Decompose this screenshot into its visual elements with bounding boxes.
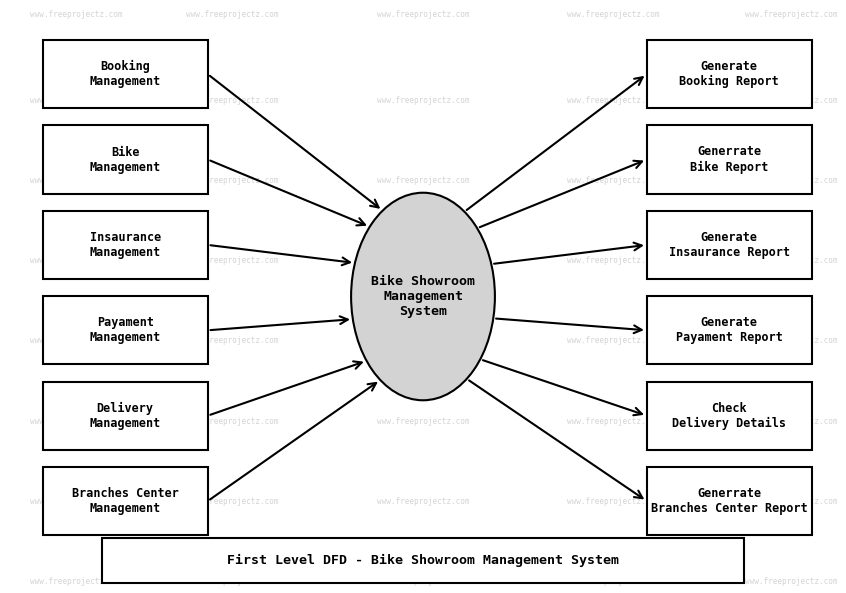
Text: www.freeprojectz.com: www.freeprojectz.com [744,576,838,586]
Text: www.freeprojectz.com: www.freeprojectz.com [376,336,470,346]
FancyBboxPatch shape [102,538,744,582]
Text: www.freeprojectz.com: www.freeprojectz.com [567,576,660,586]
Text: www.freeprojectz.com: www.freeprojectz.com [30,10,123,20]
Text: Generate
Payament Report: Generate Payament Report [676,316,783,345]
Text: www.freeprojectz.com: www.freeprojectz.com [30,416,123,426]
Text: www.freeprojectz.com: www.freeprojectz.com [376,176,470,186]
Text: www.freeprojectz.com: www.freeprojectz.com [186,10,279,20]
Text: www.freeprojectz.com: www.freeprojectz.com [376,10,470,20]
Text: www.freeprojectz.com: www.freeprojectz.com [186,256,279,266]
Text: Delivery
Management: Delivery Management [90,401,161,430]
Text: www.freeprojectz.com: www.freeprojectz.com [567,96,660,106]
Text: www.freeprojectz.com: www.freeprojectz.com [186,96,279,106]
Text: Bike
Management: Bike Management [90,145,161,174]
FancyBboxPatch shape [646,126,811,194]
Text: www.freeprojectz.com: www.freeprojectz.com [567,416,660,426]
Text: www.freeprojectz.com: www.freeprojectz.com [567,336,660,346]
Text: www.freeprojectz.com: www.freeprojectz.com [376,496,470,506]
Text: www.freeprojectz.com: www.freeprojectz.com [30,576,123,586]
FancyBboxPatch shape [42,296,207,364]
Text: www.freeprojectz.com: www.freeprojectz.com [186,496,279,506]
Text: www.freeprojectz.com: www.freeprojectz.com [30,256,123,266]
Text: www.freeprojectz.com: www.freeprojectz.com [30,96,123,106]
FancyBboxPatch shape [42,211,207,279]
Ellipse shape [351,193,495,400]
FancyBboxPatch shape [42,40,207,109]
Text: www.freeprojectz.com: www.freeprojectz.com [376,96,470,106]
FancyBboxPatch shape [646,382,811,449]
Text: www.freeprojectz.com: www.freeprojectz.com [186,416,279,426]
Text: www.freeprojectz.com: www.freeprojectz.com [744,96,838,106]
Text: www.freeprojectz.com: www.freeprojectz.com [30,336,123,346]
Text: Generate
Insaurance Report: Generate Insaurance Report [668,231,790,259]
Text: www.freeprojectz.com: www.freeprojectz.com [376,576,470,586]
FancyBboxPatch shape [646,40,811,109]
FancyBboxPatch shape [42,126,207,194]
Text: www.freeprojectz.com: www.freeprojectz.com [30,496,123,506]
Text: www.freeprojectz.com: www.freeprojectz.com [744,176,838,186]
FancyBboxPatch shape [646,211,811,279]
FancyBboxPatch shape [646,296,811,364]
Text: www.freeprojectz.com: www.freeprojectz.com [744,416,838,426]
Text: www.freeprojectz.com: www.freeprojectz.com [567,256,660,266]
FancyBboxPatch shape [646,467,811,535]
Text: Generrate
Branches Center Report: Generrate Branches Center Report [651,487,808,515]
Text: Insaurance
Management: Insaurance Management [90,231,161,259]
Text: First Level DFD - Bike Showroom Management System: First Level DFD - Bike Showroom Manageme… [227,554,619,567]
Text: Booking
Management: Booking Management [90,60,161,88]
Text: Check
Delivery Details: Check Delivery Details [673,401,786,430]
Text: Bike Showroom
Management
System: Bike Showroom Management System [371,275,475,318]
Text: Branches Center
Management: Branches Center Management [72,487,179,515]
Text: www.freeprojectz.com: www.freeprojectz.com [744,496,838,506]
Text: www.freeprojectz.com: www.freeprojectz.com [567,10,660,20]
Text: www.freeprojectz.com: www.freeprojectz.com [186,176,279,186]
Text: www.freeprojectz.com: www.freeprojectz.com [376,416,470,426]
Text: www.freeprojectz.com: www.freeprojectz.com [567,176,660,186]
Text: Payament
Management: Payament Management [90,316,161,345]
Text: www.freeprojectz.com: www.freeprojectz.com [744,256,838,266]
FancyBboxPatch shape [42,467,207,535]
FancyBboxPatch shape [42,382,207,449]
Text: www.freeprojectz.com: www.freeprojectz.com [567,496,660,506]
Text: www.freeprojectz.com: www.freeprojectz.com [30,176,123,186]
Text: Generate
Booking Report: Generate Booking Report [679,60,779,88]
Text: www.freeprojectz.com: www.freeprojectz.com [376,256,470,266]
Text: Generrate
Bike Report: Generrate Bike Report [690,145,768,174]
Text: www.freeprojectz.com: www.freeprojectz.com [186,576,279,586]
Text: www.freeprojectz.com: www.freeprojectz.com [744,336,838,346]
Text: www.freeprojectz.com: www.freeprojectz.com [186,336,279,346]
Text: www.freeprojectz.com: www.freeprojectz.com [744,10,838,20]
